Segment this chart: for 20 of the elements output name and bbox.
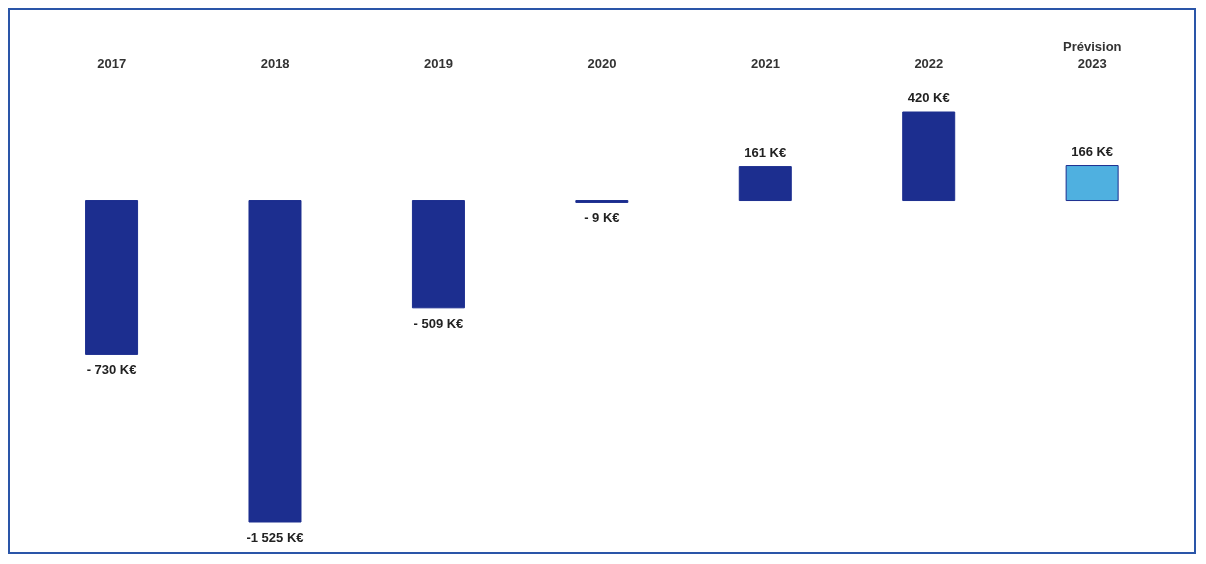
bar <box>411 200 465 309</box>
x-tick-label: 2018 <box>260 56 290 71</box>
data-label: 420 K€ <box>907 90 950 105</box>
data-label: - 730 K€ <box>86 362 137 378</box>
x-tick-label: 2020 <box>587 56 617 71</box>
bar <box>248 200 302 523</box>
x-tick-label: Prévision 2023 <box>1063 39 1122 71</box>
data-label: -1 525 K€ <box>246 530 304 545</box>
data-label: - 9 K€ <box>584 210 620 226</box>
data-label: - 509 K€ <box>413 315 464 331</box>
x-tick-label: 2021 <box>750 56 780 71</box>
bar <box>738 166 792 202</box>
x-tick-label: 2022 <box>914 56 944 71</box>
data-label: 166 K€ <box>1071 143 1114 159</box>
x-tick-label: 2019 <box>424 56 454 71</box>
x-tick-label: 2017 <box>97 56 127 71</box>
data-label: 161 K€ <box>744 144 787 160</box>
bar <box>902 111 956 202</box>
bar <box>85 200 139 355</box>
bar <box>1065 165 1119 202</box>
